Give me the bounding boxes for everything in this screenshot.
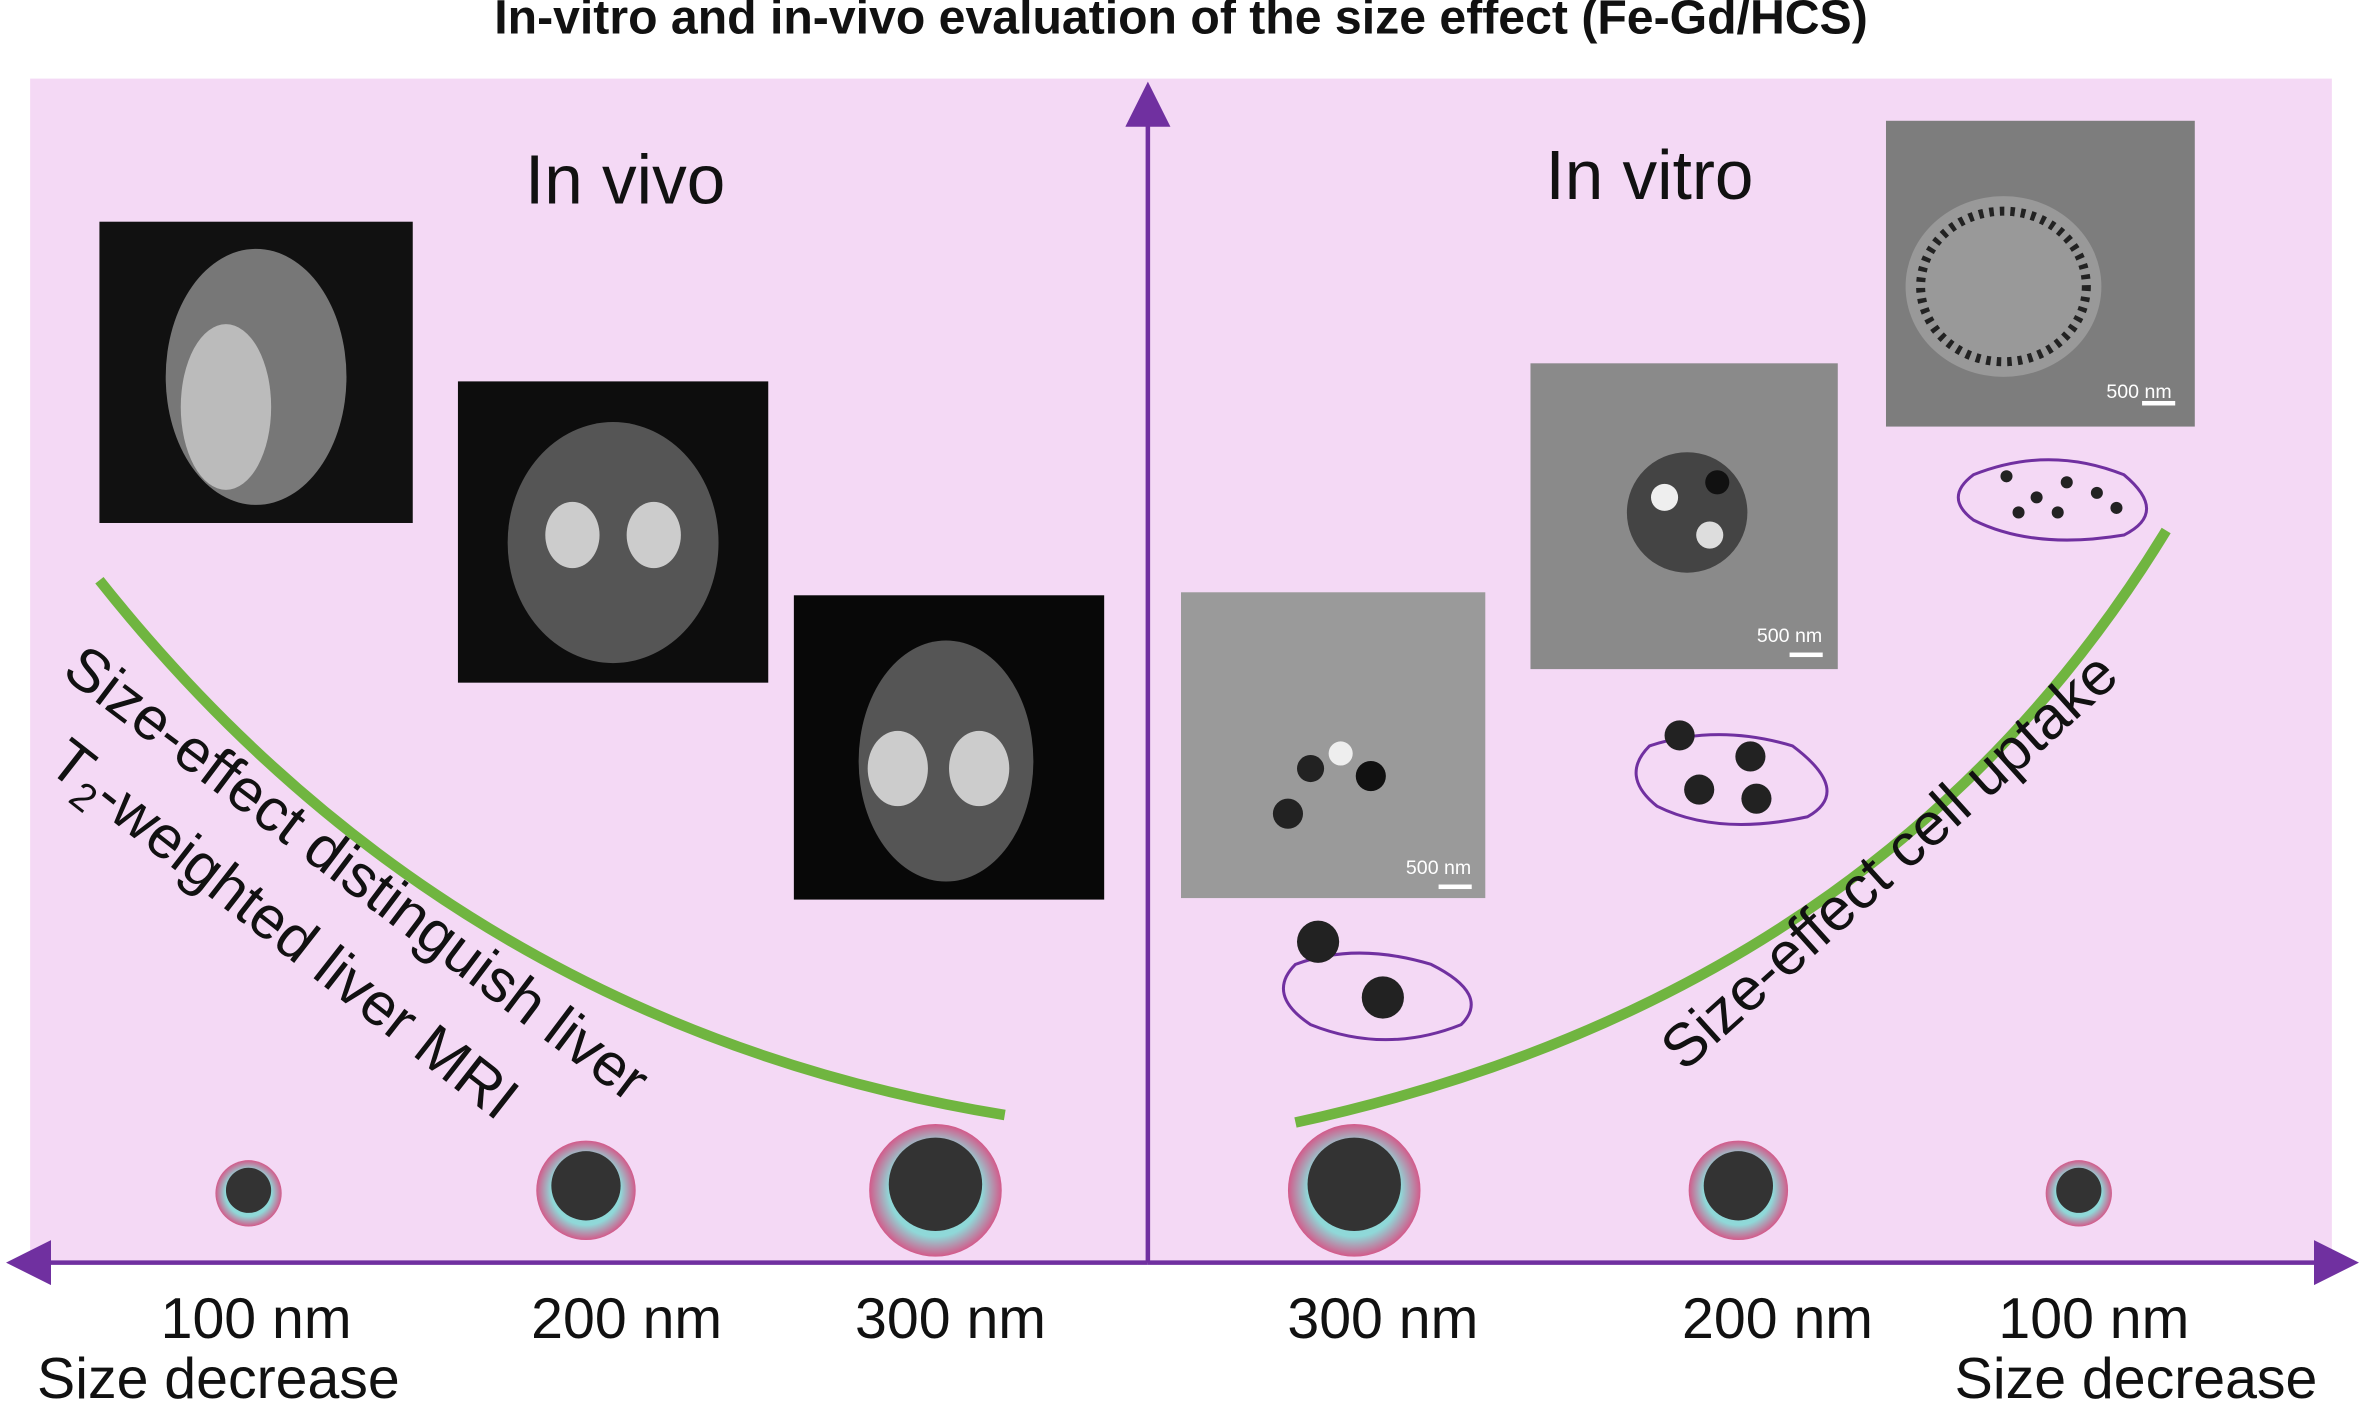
cell-outline	[1281, 458, 2149, 1042]
trend-curve	[95, 576, 1006, 1121]
scale-bar-label: 500 nm	[1406, 857, 1471, 879]
panel-label: In vitro	[1546, 136, 1754, 214]
size-label: 200 nm	[1682, 1287, 1873, 1351]
axis-label: Size decrease	[1955, 1347, 2318, 1406]
size-label: 300 nm	[855, 1287, 1046, 1351]
size-label: 100 nm	[1998, 1287, 2189, 1351]
tem-image: 500 nm 500 nm 500 nm	[1181, 120, 2195, 899]
size-label: 300 nm	[1287, 1287, 1478, 1351]
mri-image	[99, 221, 1105, 900]
trend-curve	[1294, 527, 2171, 1128]
title: In-vitro and in-vivo evaluation of the s…	[494, 0, 1868, 44]
nanoparticle	[215, 1124, 2112, 1257]
size-label: 200 nm	[531, 1287, 722, 1351]
scale-bar-label: 500 nm	[1757, 625, 1822, 647]
cell-particles	[1296, 470, 2123, 1019]
scale-bar-label: 500 nm	[2106, 381, 2171, 403]
size-label: 100 nm	[161, 1287, 352, 1351]
panel-label: In vivo	[525, 141, 725, 219]
axis-label: Size decrease	[37, 1347, 400, 1406]
